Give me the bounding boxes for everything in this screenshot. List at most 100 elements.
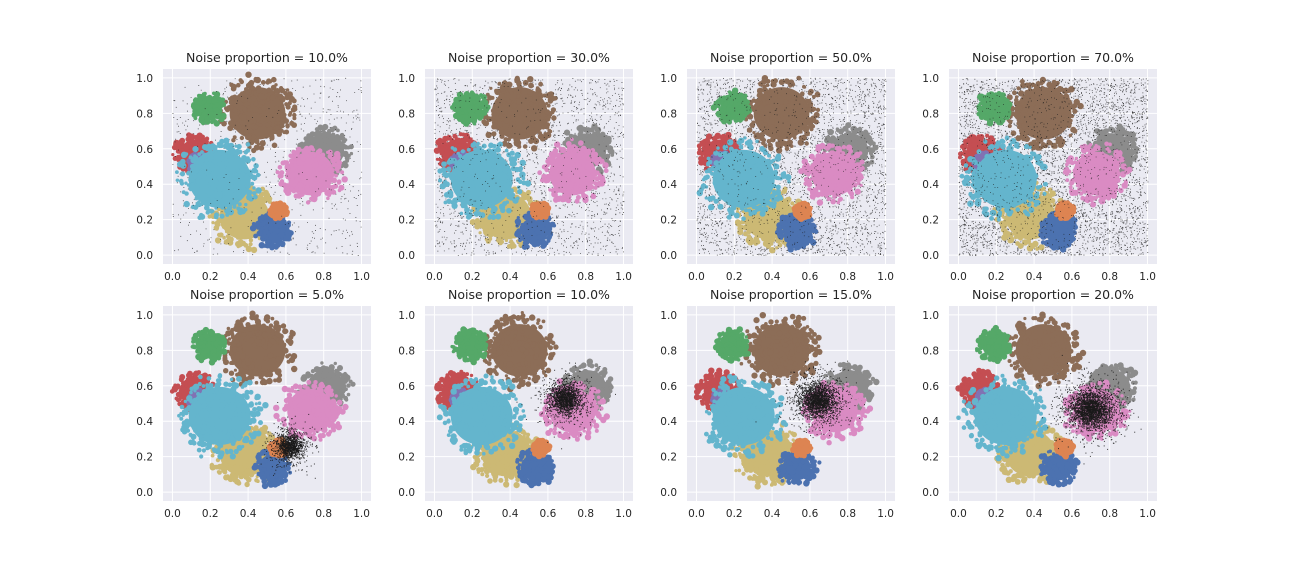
- cluster-point: [206, 98, 212, 104]
- noise-point: [577, 112, 579, 114]
- cluster-point: [552, 192, 558, 198]
- noise-point: [444, 103, 445, 105]
- noise-point: [275, 222, 277, 224]
- cluster-point: [507, 87, 513, 93]
- noise-point: [553, 135, 554, 137]
- cluster-outlier: [531, 145, 538, 152]
- noise-point: [541, 193, 543, 194]
- cluster-point: [288, 158, 295, 164]
- noise-point: [541, 251, 543, 252]
- cluster-point: [270, 84, 277, 91]
- cluster-point: [244, 157, 251, 164]
- noise-point: [471, 252, 473, 254]
- cluster-point: [326, 163, 330, 167]
- noise-point: [587, 225, 589, 227]
- noise-point: [542, 197, 544, 199]
- noise-point: [247, 129, 248, 130]
- cluster-point: [192, 146, 199, 153]
- noise-point: [620, 204, 622, 206]
- noise-point: [255, 163, 256, 165]
- noise-point: [559, 122, 560, 124]
- noise-point: [282, 156, 284, 158]
- noise-point: [457, 135, 459, 137]
- cluster-point: [219, 204, 226, 210]
- noise-point: [356, 109, 358, 111]
- noise-point: [213, 229, 215, 231]
- cluster-point: [591, 152, 596, 157]
- cluster-point: [239, 179, 244, 184]
- noise-point: [234, 78, 236, 80]
- cluster-point: [314, 141, 320, 147]
- cluster-point: [498, 114, 504, 119]
- noise-point: [337, 92, 339, 93]
- noise-point: [527, 175, 528, 177]
- cluster-point: [253, 101, 259, 107]
- noise-point: [575, 95, 576, 97]
- noise-point: [357, 255, 359, 256]
- noise-point: [325, 180, 327, 182]
- noise-point: [524, 251, 525, 253]
- y-tick-label: 0.8: [136, 108, 153, 120]
- noise-point: [360, 80, 362, 82]
- noise-point: [620, 207, 622, 209]
- noise-point: [347, 232, 348, 233]
- noise-point: [619, 136, 621, 137]
- noise-point: [292, 224, 293, 226]
- cluster-point: [522, 144, 528, 149]
- cluster-point: [254, 76, 261, 84]
- noise-point: [187, 188, 189, 190]
- noise-point: [464, 85, 466, 87]
- noise-point: [557, 249, 558, 251]
- noise-point: [184, 165, 186, 167]
- noise-point: [224, 91, 226, 92]
- noise-point: [192, 204, 194, 206]
- noise-point: [300, 123, 302, 125]
- noise-point: [328, 217, 330, 219]
- cluster-point: [488, 232, 494, 238]
- noise-point: [576, 213, 578, 214]
- noise-point: [606, 212, 608, 214]
- cluster-point: [528, 138, 534, 144]
- noise-point: [290, 150, 292, 152]
- noise-point: [495, 252, 496, 254]
- noise-point: [587, 239, 588, 241]
- noise-point: [439, 157, 440, 158]
- cluster-point: [570, 177, 577, 183]
- noise-point: [573, 201, 575, 203]
- noise-point: [449, 101, 451, 102]
- noise-point: [469, 237, 471, 239]
- noise-point: [612, 234, 614, 236]
- noise-point: [550, 182, 552, 184]
- noise-point: [442, 122, 444, 123]
- cluster-point: [255, 220, 261, 227]
- noise-point: [446, 120, 448, 122]
- cluster-point: [570, 151, 576, 157]
- cluster-point: [232, 216, 239, 223]
- noise-point: [288, 223, 289, 225]
- noise-point: [204, 108, 206, 110]
- cluster-outlier: [582, 196, 589, 204]
- noise-point: [324, 229, 326, 231]
- cluster-point: [290, 107, 297, 113]
- noise-point: [591, 228, 592, 230]
- cluster-point: [259, 140, 266, 147]
- cluster-point: [541, 209, 545, 213]
- noise-point: [611, 166, 613, 168]
- noise-point: [442, 181, 443, 183]
- noise-point: [481, 245, 483, 247]
- noise-point: [457, 225, 459, 227]
- cluster-point: [183, 200, 190, 208]
- noise-point: [493, 136, 495, 138]
- noise-point: [558, 207, 560, 209]
- noise-point: [230, 211, 232, 212]
- cluster-point: [532, 110, 537, 115]
- cluster-point: [202, 164, 208, 169]
- noise-point: [270, 148, 271, 150]
- noise-point: [554, 219, 555, 221]
- noise-point: [563, 221, 564, 223]
- cluster-point: [532, 95, 537, 100]
- noise-point: [335, 183, 337, 185]
- noise-point: [356, 242, 358, 244]
- cluster-point: [221, 120, 227, 127]
- noise-point: [582, 94, 583, 96]
